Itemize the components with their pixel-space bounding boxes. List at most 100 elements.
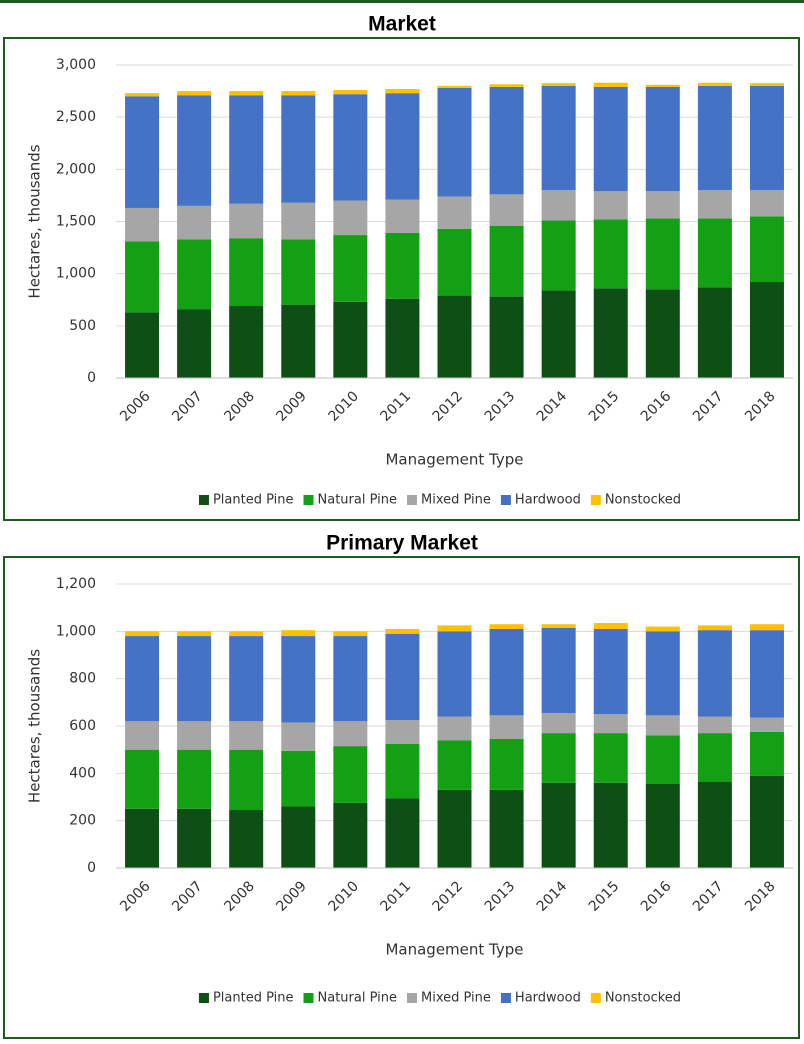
bar-segment [489,628,524,716]
bar-segment [437,631,472,717]
bar-segment [645,735,680,784]
bar-segment [749,282,784,378]
bar-segment [541,290,576,378]
bar-segment [593,86,628,192]
bar-segment [541,782,576,868]
bar-segment [385,232,420,299]
bar-segment [229,91,264,96]
bar-segment [125,241,160,313]
bar-segment [229,810,264,868]
y-axis-title: Hectares, thousands [26,144,44,298]
chart-title: Primary Market [326,532,478,555]
bar-segment [125,636,160,722]
y-tick-label: 0 [87,370,96,386]
bar-segment [281,239,316,305]
bar-segment [229,238,264,307]
x-tick-label: 2008 [221,388,258,425]
chart-frame [3,556,800,1039]
y-tick-label: 2,000 [56,161,96,177]
bar-segment [385,88,420,94]
bar-segment [697,630,732,717]
bar-segment [385,199,420,233]
x-tick-label: 2006 [117,878,154,915]
bar-segment [541,220,576,291]
x-tick-label: 2013 [482,878,519,915]
bar-segment [281,722,316,751]
bar-segment [281,750,316,807]
bar-segment [177,636,212,722]
legend-label: Nonstocked [605,991,681,1006]
x-tick-label: 2008 [221,878,258,915]
bar-segment [437,228,472,296]
x-tick-label: 2007 [169,388,206,425]
bar-segment [541,733,576,783]
bar-segment [749,83,784,86]
y-tick-label: 1,000 [56,623,96,639]
bar-segment [333,631,368,637]
legend-label: Hardwood [515,493,581,508]
bar-segment [593,714,628,734]
bar-segment [437,625,472,632]
x-tick-label: 2012 [430,388,467,425]
bar-segment [697,716,732,734]
bar-segment [749,717,784,732]
bar-segment [541,83,576,86]
y-tick-label: 2,500 [56,109,96,125]
bar-segment [541,190,576,221]
x-tick-label: 2006 [117,388,154,425]
bar-segment [645,626,680,632]
bar-segment [645,218,680,290]
bar-segment [125,808,160,868]
chart-frame [3,37,800,521]
bar-segment [489,296,524,378]
x-tick-label: 2009 [273,388,310,425]
bar-segment [437,85,472,88]
x-tick-label: 2016 [638,878,675,915]
x-tick-label: 2007 [169,878,206,915]
bar-segment [541,712,576,734]
y-tick-label: 800 [69,671,96,687]
bar-segment [489,739,524,790]
bar-segment [229,749,264,811]
y-tick-label: 500 [69,318,96,334]
legend-swatch [198,993,209,1003]
bar-segment [593,219,628,289]
bar-segment [281,202,316,240]
legend-label: Planted Pine [213,493,294,508]
bar-segment [489,225,524,297]
bar-segment [645,715,680,736]
y-tick-label: 200 [69,813,96,829]
bar-segment [489,789,524,868]
x-tick-label: 2015 [586,878,623,915]
bar-segment [697,82,732,86]
x-tick-label: 2013 [482,388,519,425]
bar-segment [593,191,628,220]
x-tick-label: 2017 [690,878,727,915]
bar-segment [125,207,160,242]
legend-label: Nonstocked [605,493,681,508]
legend-swatch [198,495,209,505]
y-axis-title: Hectares, thousands [26,649,44,803]
bar-segment [697,218,732,288]
y-tick-label: 400 [69,765,96,781]
bar-segment [489,84,524,87]
bar-segment [281,636,316,723]
bar-segment [125,749,160,809]
bar-segment [333,802,368,868]
bar-segment [697,781,732,868]
x-tick-label: 2016 [638,388,675,425]
y-tick-label: 1,200 [56,576,96,592]
bar-segment [437,295,472,378]
legend-swatch [407,495,417,505]
bar-segment [333,301,368,378]
legend-swatch [590,993,601,1003]
chart-title: Market [368,13,436,36]
bar-segment [645,289,680,378]
bar-segment [333,200,368,236]
bar-segment [385,798,420,868]
legend-label: Natural Pine [318,991,398,1006]
x-tick-label: 2017 [690,388,727,425]
bar-segment [385,720,420,744]
bar-segment [593,82,628,87]
